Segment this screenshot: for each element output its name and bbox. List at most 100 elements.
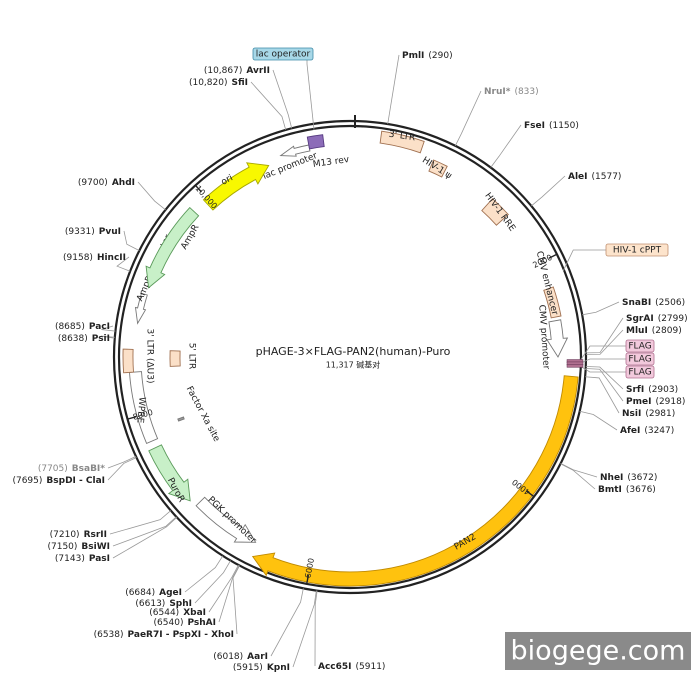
site-position: (6684) — [125, 588, 155, 598]
callout-leader — [579, 345, 626, 362]
callout-label: FLAG — [628, 355, 651, 365]
site-label: (6540) PshAI — [154, 618, 216, 628]
site-position: (7695) — [12, 476, 42, 486]
site-leader — [585, 368, 624, 402]
flag-stripe — [566, 364, 584, 368]
site-leader — [454, 90, 482, 146]
site-leader — [112, 517, 178, 559]
site-position: (7150) — [47, 542, 77, 552]
site-leader — [116, 256, 131, 272]
site-name: SfiI — [231, 78, 248, 88]
site-leader — [232, 565, 240, 635]
site-label: NsiI (2981) — [622, 409, 675, 419]
feature-shape — [481, 198, 509, 226]
site-leader — [585, 376, 620, 414]
site-position: (290) — [428, 51, 452, 61]
backbone-outer — [112, 119, 588, 595]
feature-label: 5' LTR — [187, 343, 197, 370]
site-label: (6684) AgeI — [125, 588, 182, 598]
site-name: Acc65I — [318, 662, 352, 672]
site-position: (3247) — [644, 426, 674, 436]
site-position: (6544) — [149, 608, 179, 618]
site-leader — [112, 516, 177, 547]
site-name: AgeI — [159, 588, 182, 598]
site-name: HincII — [97, 253, 126, 263]
callout-box — [625, 365, 655, 379]
site-label: (6538) PaeR7I - PspXI - XhoI — [94, 630, 234, 640]
site-position: (9700) — [78, 178, 108, 188]
feature-shape — [543, 286, 562, 319]
site-name: NsiI — [622, 409, 641, 419]
site-leader — [560, 463, 598, 478]
callout-label: FLAG — [628, 342, 651, 352]
site-label: SgrAI (2799) — [626, 314, 688, 324]
site-name: BsaBI* — [72, 464, 105, 474]
site-position: (2981) — [645, 409, 675, 419]
site-name: PasI — [89, 554, 110, 564]
feature-shape — [148, 444, 191, 502]
site-position: (9158) — [63, 253, 93, 263]
site-leader — [218, 565, 240, 623]
site-label: NheI (3672) — [600, 473, 657, 483]
site-name: NruI* — [484, 87, 511, 97]
site-name: AarI — [247, 652, 268, 662]
site-leader — [107, 457, 137, 481]
site-name: BspDI - ClaI — [46, 476, 105, 486]
site-label: Acc65I (5911) — [318, 662, 385, 672]
site-name: PacI — [89, 322, 110, 332]
site-name: MluI — [626, 326, 648, 336]
site-label: (5915) KpnI — [233, 663, 290, 673]
feature-shape — [251, 375, 579, 587]
site-label: (7705) BsaBI* — [38, 464, 105, 474]
site-leader — [107, 456, 137, 469]
callout-leader — [562, 249, 606, 272]
callout-leader — [579, 365, 626, 373]
site-label: (9700) AhdI — [78, 178, 135, 188]
site-label: (9331) PvuI — [65, 227, 121, 237]
site-label: (7210) RsrII — [50, 530, 107, 540]
tick-mark — [127, 416, 137, 420]
site-label: SrfI (2903) — [626, 385, 678, 395]
site-leader — [585, 366, 624, 390]
site-name: SgrAI — [626, 314, 654, 324]
site-position: (6018) — [213, 652, 243, 662]
site-position: (7143) — [55, 554, 85, 564]
feature-label: WPRE — [134, 396, 146, 423]
site-label: (6613) SphI — [135, 599, 192, 609]
site-label: PmlI (290) — [402, 51, 453, 61]
site-position: (2903) — [648, 385, 678, 395]
feature-shape — [145, 206, 200, 289]
site-leader — [100, 335, 115, 339]
site-name: SphI — [169, 599, 192, 609]
site-leader — [194, 560, 231, 604]
site-position: (6540) — [154, 618, 184, 628]
tick-mark — [306, 574, 310, 585]
site-name: AhdI — [112, 178, 135, 188]
site-label: (9158) HincII — [63, 253, 126, 263]
site-name: AleI — [568, 172, 588, 182]
backbone-inner — [117, 124, 583, 590]
site-label: SnaBI (2506) — [622, 298, 685, 308]
site-label: PmeI (2918) — [626, 397, 685, 407]
site-leader — [531, 175, 566, 207]
site-leader — [250, 81, 287, 131]
site-position: (2918) — [655, 397, 685, 407]
site-name: SrfI — [626, 385, 644, 395]
callout-label: FLAG — [628, 368, 651, 378]
site-label: (7695) BspDI - ClaI — [12, 476, 105, 486]
site-label: AleI (1577) — [568, 172, 621, 182]
site-label: (7150) BsiWI — [47, 542, 110, 552]
site-position: (6538) — [94, 630, 124, 640]
callout-box — [605, 243, 669, 257]
callout-label: HIV-1 cPPT — [613, 246, 662, 256]
site-position: (3672) — [627, 473, 657, 483]
site-leader — [582, 301, 620, 316]
site-name: PsiI — [92, 334, 110, 344]
site-label: (8638) PsiI — [58, 334, 110, 344]
site-name: BmtI — [598, 485, 622, 495]
tick-mark — [526, 490, 535, 498]
site-name: PshAI — [187, 618, 216, 628]
feature-shape — [129, 371, 159, 444]
site-position: (1150) — [549, 121, 579, 131]
feature-shape — [202, 162, 270, 211]
